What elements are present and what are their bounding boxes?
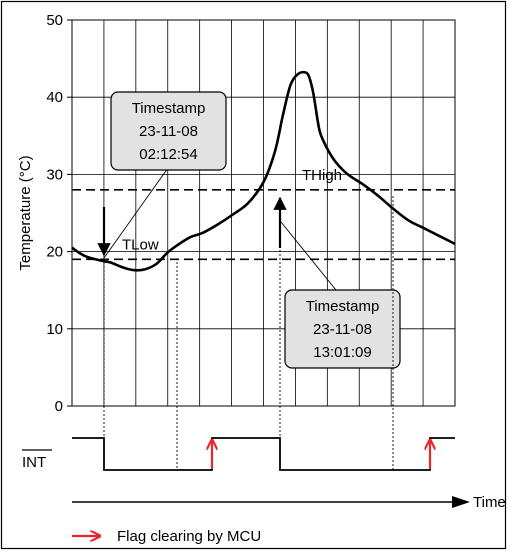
- callout-high-date: 23-11-08: [313, 321, 372, 338]
- time-axis-label: Time: [473, 494, 506, 511]
- int-label: INT: [22, 454, 46, 471]
- callout-low-time: 02:12:54: [139, 146, 197, 163]
- y-tick-label: 20: [46, 244, 63, 261]
- time-axis: Time: [72, 494, 506, 511]
- tlow-label: TLow: [122, 236, 159, 253]
- y-tick-label: 10: [46, 321, 63, 338]
- callout-high-title: Timestamp: [306, 298, 380, 315]
- callout-low-leader: [103, 167, 169, 259]
- callout-low-title: Timestamp: [132, 100, 206, 117]
- y-tick-label: 0: [55, 398, 63, 415]
- callout-low-box: [110, 91, 227, 171]
- int-signal: INT: [22, 437, 455, 471]
- callout-high-leader: [280, 221, 341, 296]
- int-waveform: [72, 437, 455, 471]
- temperature-curve: [71, 70, 456, 272]
- plot-border: [71, 19, 456, 407]
- callout-high-box: [284, 289, 401, 369]
- callout-high: Timestamp 23-11-08 13:01:09: [284, 289, 401, 369]
- callout-low: Timestamp 23-11-08 02:12:54: [110, 91, 227, 171]
- y-axis-label: Temperature (°C): [17, 155, 34, 270]
- y-tick-label: 50: [46, 12, 63, 29]
- y-tick-label: 30: [46, 166, 63, 183]
- y-tick-label: 40: [46, 89, 63, 106]
- legend: Flag clearing by MCU: [72, 528, 261, 545]
- callout-low-date: 23-11-08: [139, 123, 198, 140]
- legend-text: Flag clearing by MCU: [117, 528, 261, 545]
- callout-high-time: 13:01:09: [313, 344, 371, 361]
- time-axis-arrowhead: [452, 496, 470, 508]
- event-guide-lines: [103, 196, 394, 470]
- y-axis-ticks: 0 10 20 30 40 50: [46, 12, 72, 415]
- thigh-label: THigh: [302, 167, 342, 184]
